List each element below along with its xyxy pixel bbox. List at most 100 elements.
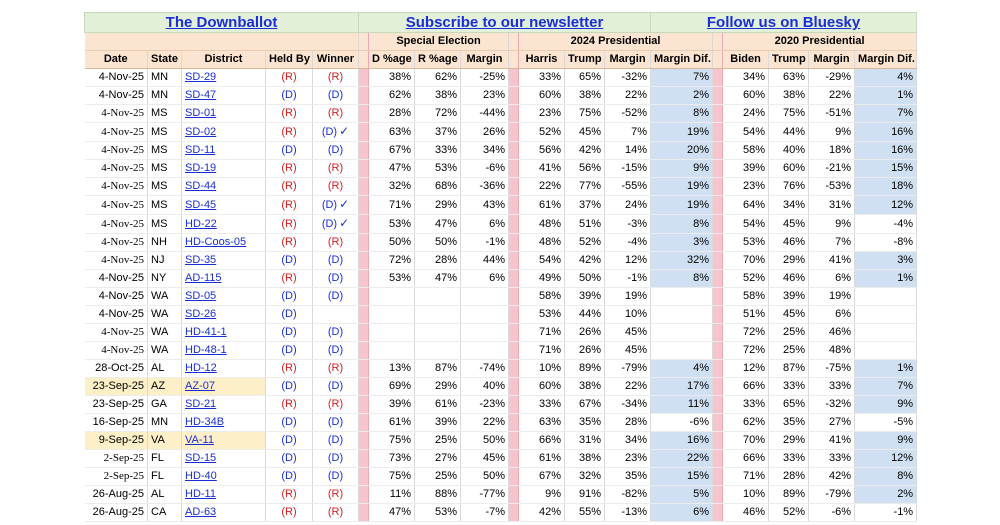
trump-2020-cell: 29%	[768, 431, 810, 450]
district-link[interactable]: AZ-07	[185, 380, 215, 392]
winner-party: (D)	[327, 470, 344, 482]
winner-cell: (R)	[312, 104, 359, 123]
district-link[interactable]: AD-63	[185, 506, 217, 518]
district-link[interactable]: HD-Coos-05	[185, 236, 247, 248]
d-pct-cell	[368, 323, 415, 342]
margin-cell: 26%	[460, 122, 509, 142]
held-by-party: (R)	[281, 236, 297, 248]
table-row: 4-Nov-25 MS SD-02 (R) (D) ✓ 63% 37% 26% 52% 45% 7% 1…	[84, 122, 918, 142]
table-row: 4-Nov-25 WA HD-41-1 (D) (D) 71% 26% 45% 72% 25% 46…	[84, 323, 918, 342]
district-link[interactable]: SD-19	[185, 162, 217, 174]
district-link[interactable]: SD-02	[185, 125, 217, 138]
district-link[interactable]: HD-48-1	[185, 344, 227, 356]
header-d-pct: D %age	[368, 50, 415, 69]
biden-cell: 24%	[722, 104, 770, 123]
state-cell: WA	[147, 341, 182, 360]
separator	[712, 485, 724, 504]
district-link[interactable]: SD-47	[185, 89, 217, 101]
trump-2024-cell: 52%	[564, 233, 605, 252]
harris-cell: 49%	[518, 269, 565, 288]
held-by-cell: (D)	[265, 377, 313, 396]
trump-2020-cell: 33%	[768, 449, 810, 468]
district-link[interactable]: HD-22	[185, 217, 217, 230]
district-link[interactable]: HD-34B	[185, 416, 225, 428]
district-cell: AZ-07	[181, 377, 266, 396]
district-link[interactable]: SD-21	[185, 398, 217, 410]
winner-party: (R)	[327, 162, 344, 174]
separator	[508, 359, 519, 378]
bluesky-link[interactable]: Follow us on Bluesky	[706, 14, 861, 31]
table-row: 9-Sep-25 VA VA-11 (D) (D) 75% 25% 50% 66% 31% 34% 1…	[84, 431, 918, 450]
separator	[712, 269, 724, 288]
held-by-cell: (R)	[265, 214, 313, 234]
separator	[508, 287, 519, 306]
trump-2020-cell: 39%	[768, 287, 810, 306]
downballot-link[interactable]: The Downballot	[165, 14, 278, 31]
harris-cell: 52%	[518, 122, 565, 142]
district-link[interactable]: HD-41-1	[185, 326, 227, 338]
district-link[interactable]: SD-44	[185, 180, 217, 192]
d-pct-cell: 38%	[368, 68, 415, 87]
district-link[interactable]: HD-12	[185, 362, 217, 374]
district-link[interactable]: HD-40	[185, 470, 217, 482]
district-link[interactable]: HD-11	[185, 488, 216, 500]
separator	[358, 251, 369, 270]
table-row: 4-Nov-25 MS SD-44 (R) (R) 32% 68% -36% 22% 77% -55…	[84, 177, 918, 196]
trump-2024-cell: 44%	[564, 305, 605, 324]
district-link[interactable]: AD-115	[185, 272, 222, 284]
held-by-cell: (D)	[265, 467, 313, 486]
date-cell: 2-Sep-25	[84, 467, 148, 486]
district-link[interactable]: SD-35	[185, 254, 217, 266]
flip-check-icon: ✓	[339, 197, 350, 211]
held-by-party: (D)	[281, 434, 297, 446]
separator	[712, 359, 724, 378]
winner-party: (D)	[327, 434, 344, 446]
margin-dif-2020-cell: 12%	[854, 449, 918, 468]
margin-dif-2024-cell	[650, 341, 714, 360]
margin-dif-2024-cell: 11%	[650, 395, 714, 414]
district-cell: SD-11	[181, 141, 266, 160]
margin-2020-cell: 6%	[808, 269, 856, 288]
d-pct-cell: 71%	[368, 195, 415, 215]
separator	[712, 467, 724, 486]
margin-2024-cell: -3%	[604, 214, 652, 234]
links-row: The Downballot Subscribe to our newslett…	[84, 12, 918, 33]
margin-2020-cell: 18%	[808, 141, 856, 160]
harris-cell: 54%	[518, 251, 565, 270]
margin-cell: -74%	[460, 359, 509, 378]
winner-cell: (R)	[312, 485, 359, 504]
margin-2020-cell: 41%	[808, 251, 856, 270]
separator	[508, 233, 519, 252]
district-link[interactable]: SD-29	[185, 71, 217, 83]
winner-cell	[312, 305, 359, 324]
held-by-party: (D)	[281, 254, 297, 266]
r-pct-cell: 53%	[414, 159, 461, 178]
held-by-party: (R)	[281, 488, 297, 500]
margin-2020-cell: 27%	[808, 413, 856, 432]
held-by-party: (D)	[281, 144, 297, 156]
r-pct-cell: 27%	[414, 449, 461, 468]
r-pct-cell: 53%	[414, 503, 461, 522]
newsletter-link[interactable]: Subscribe to our newsletter	[405, 14, 604, 31]
separator	[508, 377, 519, 396]
separator	[358, 104, 369, 123]
winner-cell: (R)	[312, 395, 359, 414]
margin-2024-cell: 45%	[604, 341, 652, 360]
district-link[interactable]: SD-01	[185, 107, 217, 119]
district-link[interactable]: SD-05	[185, 290, 217, 302]
group-special-election: Special Election	[368, 32, 509, 51]
separator	[358, 431, 369, 450]
district-link[interactable]: SD-15	[185, 452, 217, 464]
district-link[interactable]: SD-11	[185, 144, 216, 156]
trump-2024-cell: 42%	[564, 141, 605, 160]
district-link[interactable]: VA-11	[185, 434, 214, 446]
district-link[interactable]: SD-45	[185, 198, 217, 211]
separator	[712, 287, 724, 306]
separator	[712, 449, 724, 468]
harris-cell: 60%	[518, 86, 565, 105]
date-cell: 2-Sep-25	[84, 449, 148, 468]
margin-cell: 40%	[460, 377, 509, 396]
district-link[interactable]: SD-26	[185, 308, 217, 320]
trump-2024-cell: 42%	[564, 251, 605, 270]
r-pct-cell: 28%	[414, 251, 461, 270]
